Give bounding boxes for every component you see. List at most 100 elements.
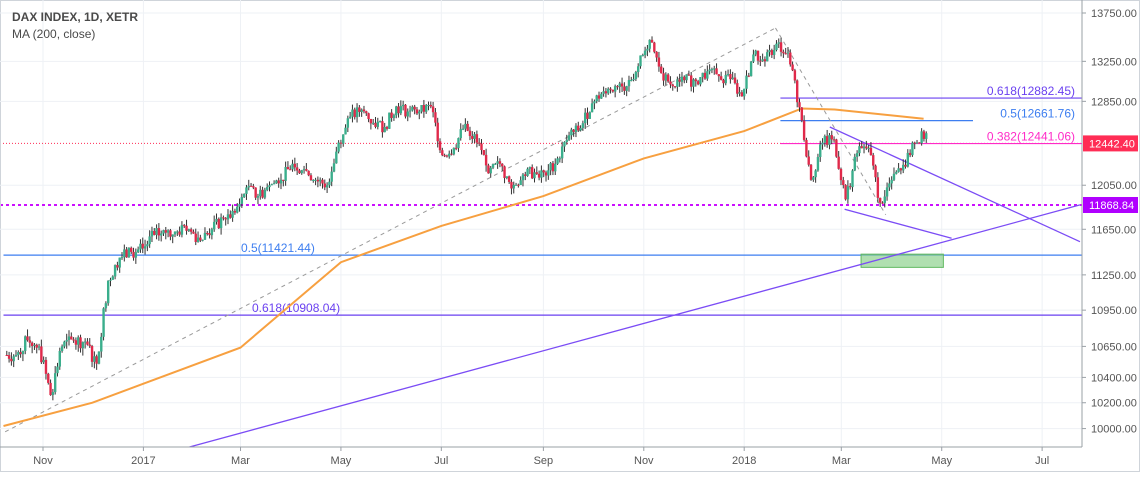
candle-body [878,197,882,203]
candle-body [217,218,220,229]
candle-body [236,206,239,213]
candle-body [835,139,838,157]
candle-body [519,180,522,185]
candle-body [828,135,831,145]
candle-body [242,193,246,198]
candle-body [489,167,492,174]
candle-body [185,225,188,231]
candle-body [415,109,419,114]
candle-body [316,179,320,182]
candle-body [471,136,474,139]
candle-body [609,88,612,90]
fib-level-label: 0.618(12882.45) [987,84,1075,98]
candle-body [305,169,308,171]
candle-body [510,181,513,189]
candle-body [673,86,677,88]
candle-body [514,184,518,186]
candle-body [130,247,133,252]
candle-body [289,169,292,171]
candle-body [699,77,702,85]
candle-body [420,105,423,112]
candle-body [178,231,181,235]
time-tick-label: Mar [832,455,851,467]
candle-body [459,129,462,139]
candle-body [58,350,61,367]
candle-body [369,118,373,124]
candle-body [736,83,739,94]
candle-body [487,165,490,174]
candle-body [475,134,479,143]
candle-body [194,233,197,242]
candle-body [613,86,617,92]
candle-body [512,184,515,189]
candle-body [342,134,345,144]
candle-body [537,173,541,178]
candle-body [786,52,790,54]
candle-body [70,336,73,340]
candle-body [183,225,186,227]
candle-body [494,163,497,165]
candle-body [358,107,361,112]
candle-body [448,153,451,157]
candle-body [443,155,446,157]
candle-body [729,74,732,80]
candle-body [897,168,900,172]
candle-body [295,167,299,171]
candle-body [590,103,594,113]
candle-body [231,210,234,218]
candle-body [524,174,527,176]
candle-body [713,68,716,70]
time-tick-label: Nov [634,455,654,467]
candle-body [846,186,850,200]
price-badge-label: 11868.84 [1089,200,1134,212]
candle-body [867,147,870,149]
candle-body [888,183,891,188]
candle-body [913,142,916,144]
candle-body [784,53,787,55]
candle-body [81,342,85,349]
candle-body [102,308,105,337]
candle-body [885,187,889,197]
indicator-legend[interactable]: MA (200, close) [12,27,96,41]
candle-body [791,64,794,71]
candle-body [844,185,847,200]
candle-body [196,237,200,242]
candle-body [809,164,813,180]
candle-body [904,164,907,167]
candle-body [814,170,817,178]
candle-body [201,239,204,241]
candle-body [925,133,928,139]
plot-area: 0.618(12882.45) 0.5(12661.76) 0.382(12441.… [1,27,1082,447]
candle-body [431,106,435,113]
candle-body [696,81,700,85]
candle-body [74,340,78,345]
candle-body [825,136,829,145]
candle-body [438,141,442,151]
candle-body [247,185,250,188]
candle-body [554,163,557,172]
candle-body [139,243,142,250]
candle-body [164,230,167,233]
candle-body [26,336,29,341]
candle-body [335,151,338,164]
candle-body [807,156,810,165]
candle-body [203,232,207,240]
candle-body [745,75,748,89]
candle-body [284,167,287,181]
candle-body [63,341,66,347]
candle-body [775,43,778,51]
candle-body [210,229,214,236]
candle-body [49,382,52,396]
candle-body [620,83,624,87]
price-tick-label: 12050.00 [1091,180,1137,192]
candle-body [572,129,575,132]
candle-body [498,161,502,164]
candles [5,36,928,401]
candle-body [95,356,98,364]
candle-body [12,356,15,362]
candle-body [795,80,799,103]
candle-body [424,105,428,112]
candle-body [365,111,368,114]
